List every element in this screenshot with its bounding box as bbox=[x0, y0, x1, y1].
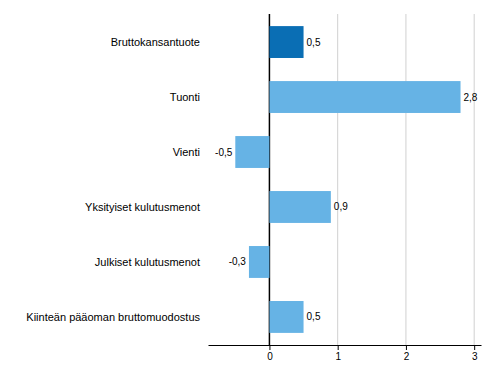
tick-label: 0 bbox=[267, 351, 273, 362]
plot-area: 0,5 2,8 -0,5 0,9 -0,3 0,5 bbox=[215, 14, 478, 345]
data-labels: 0,5 2,8 -0,5 0,9 -0,3 0,5 bbox=[215, 37, 478, 323]
tick-label: 3 bbox=[472, 351, 478, 362]
grid bbox=[269, 14, 474, 345]
tick-label: 1 bbox=[335, 351, 341, 362]
data-label: 0,5 bbox=[307, 37, 321, 48]
tick-mark bbox=[474, 345, 475, 350]
bar bbox=[269, 191, 330, 223]
tick-mark bbox=[269, 345, 270, 350]
category-label: Bruttokansantuote bbox=[111, 36, 200, 48]
bar bbox=[235, 136, 269, 168]
category-labels: Bruttokansantuote Tuonti Vienti Yksityiset … bbox=[26, 36, 200, 323]
grid-line bbox=[337, 14, 338, 345]
category-label: Vienti bbox=[173, 146, 200, 158]
bar bbox=[249, 246, 269, 278]
data-label: 0,5 bbox=[307, 311, 321, 322]
grid-line bbox=[405, 14, 406, 345]
bar bbox=[269, 301, 303, 333]
x-axis: 0 1 2 3 bbox=[209, 345, 482, 362]
tick: 1 bbox=[335, 345, 341, 362]
bar bbox=[269, 81, 460, 113]
data-label: 0,9 bbox=[334, 201, 348, 212]
tick-label: 2 bbox=[404, 351, 410, 362]
tick-mark bbox=[406, 345, 407, 350]
zero-line bbox=[269, 14, 271, 345]
category-label: Julkiset kulutusmenot bbox=[95, 256, 200, 268]
category-label: Tuonti bbox=[170, 91, 200, 103]
bars bbox=[235, 26, 460, 333]
tick: 0 bbox=[267, 345, 273, 362]
category-label: Yksityiset kulutusmenot bbox=[85, 201, 200, 213]
tick: 2 bbox=[404, 345, 410, 362]
data-label: 2,8 bbox=[464, 92, 478, 103]
bar bbox=[269, 26, 303, 58]
axis-line bbox=[209, 345, 482, 346]
tick-mark bbox=[338, 345, 339, 350]
grid-line bbox=[474, 14, 475, 345]
tick: 3 bbox=[472, 345, 478, 362]
data-label: -0,3 bbox=[229, 256, 247, 267]
data-label: -0,5 bbox=[215, 147, 233, 158]
chart: 0,5 2,8 -0,5 0,9 -0,3 0,5 Bruttokansantuote Tuo… bbox=[0, 0, 491, 378]
category-label: Kiinteän pääoman bruttomuodostus bbox=[26, 311, 200, 323]
